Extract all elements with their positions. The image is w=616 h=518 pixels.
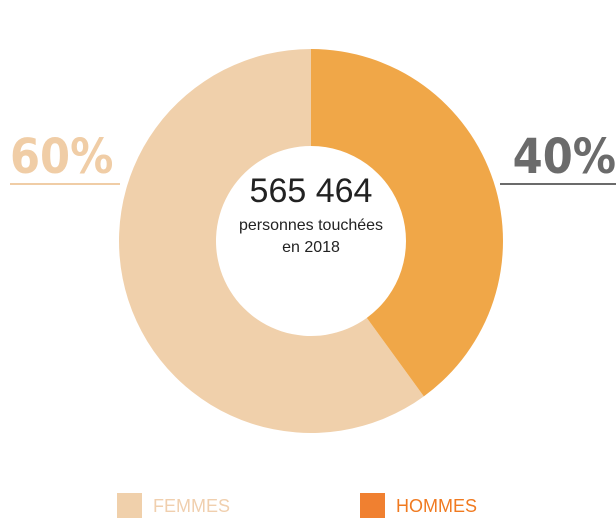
legend-label: HOMMES xyxy=(396,496,477,516)
legend-label: FEMMES xyxy=(153,496,230,516)
center-caption: personnes touchées xyxy=(239,217,383,234)
legend-swatch xyxy=(360,493,385,518)
value-label: 40% xyxy=(513,129,616,185)
donut-segment xyxy=(311,49,503,397)
center-number: 565 464 xyxy=(250,172,373,210)
donut-segment xyxy=(119,49,424,433)
legend-swatch xyxy=(117,493,142,518)
center-caption: en 2018 xyxy=(282,239,340,256)
value-label: 60% xyxy=(10,129,113,185)
